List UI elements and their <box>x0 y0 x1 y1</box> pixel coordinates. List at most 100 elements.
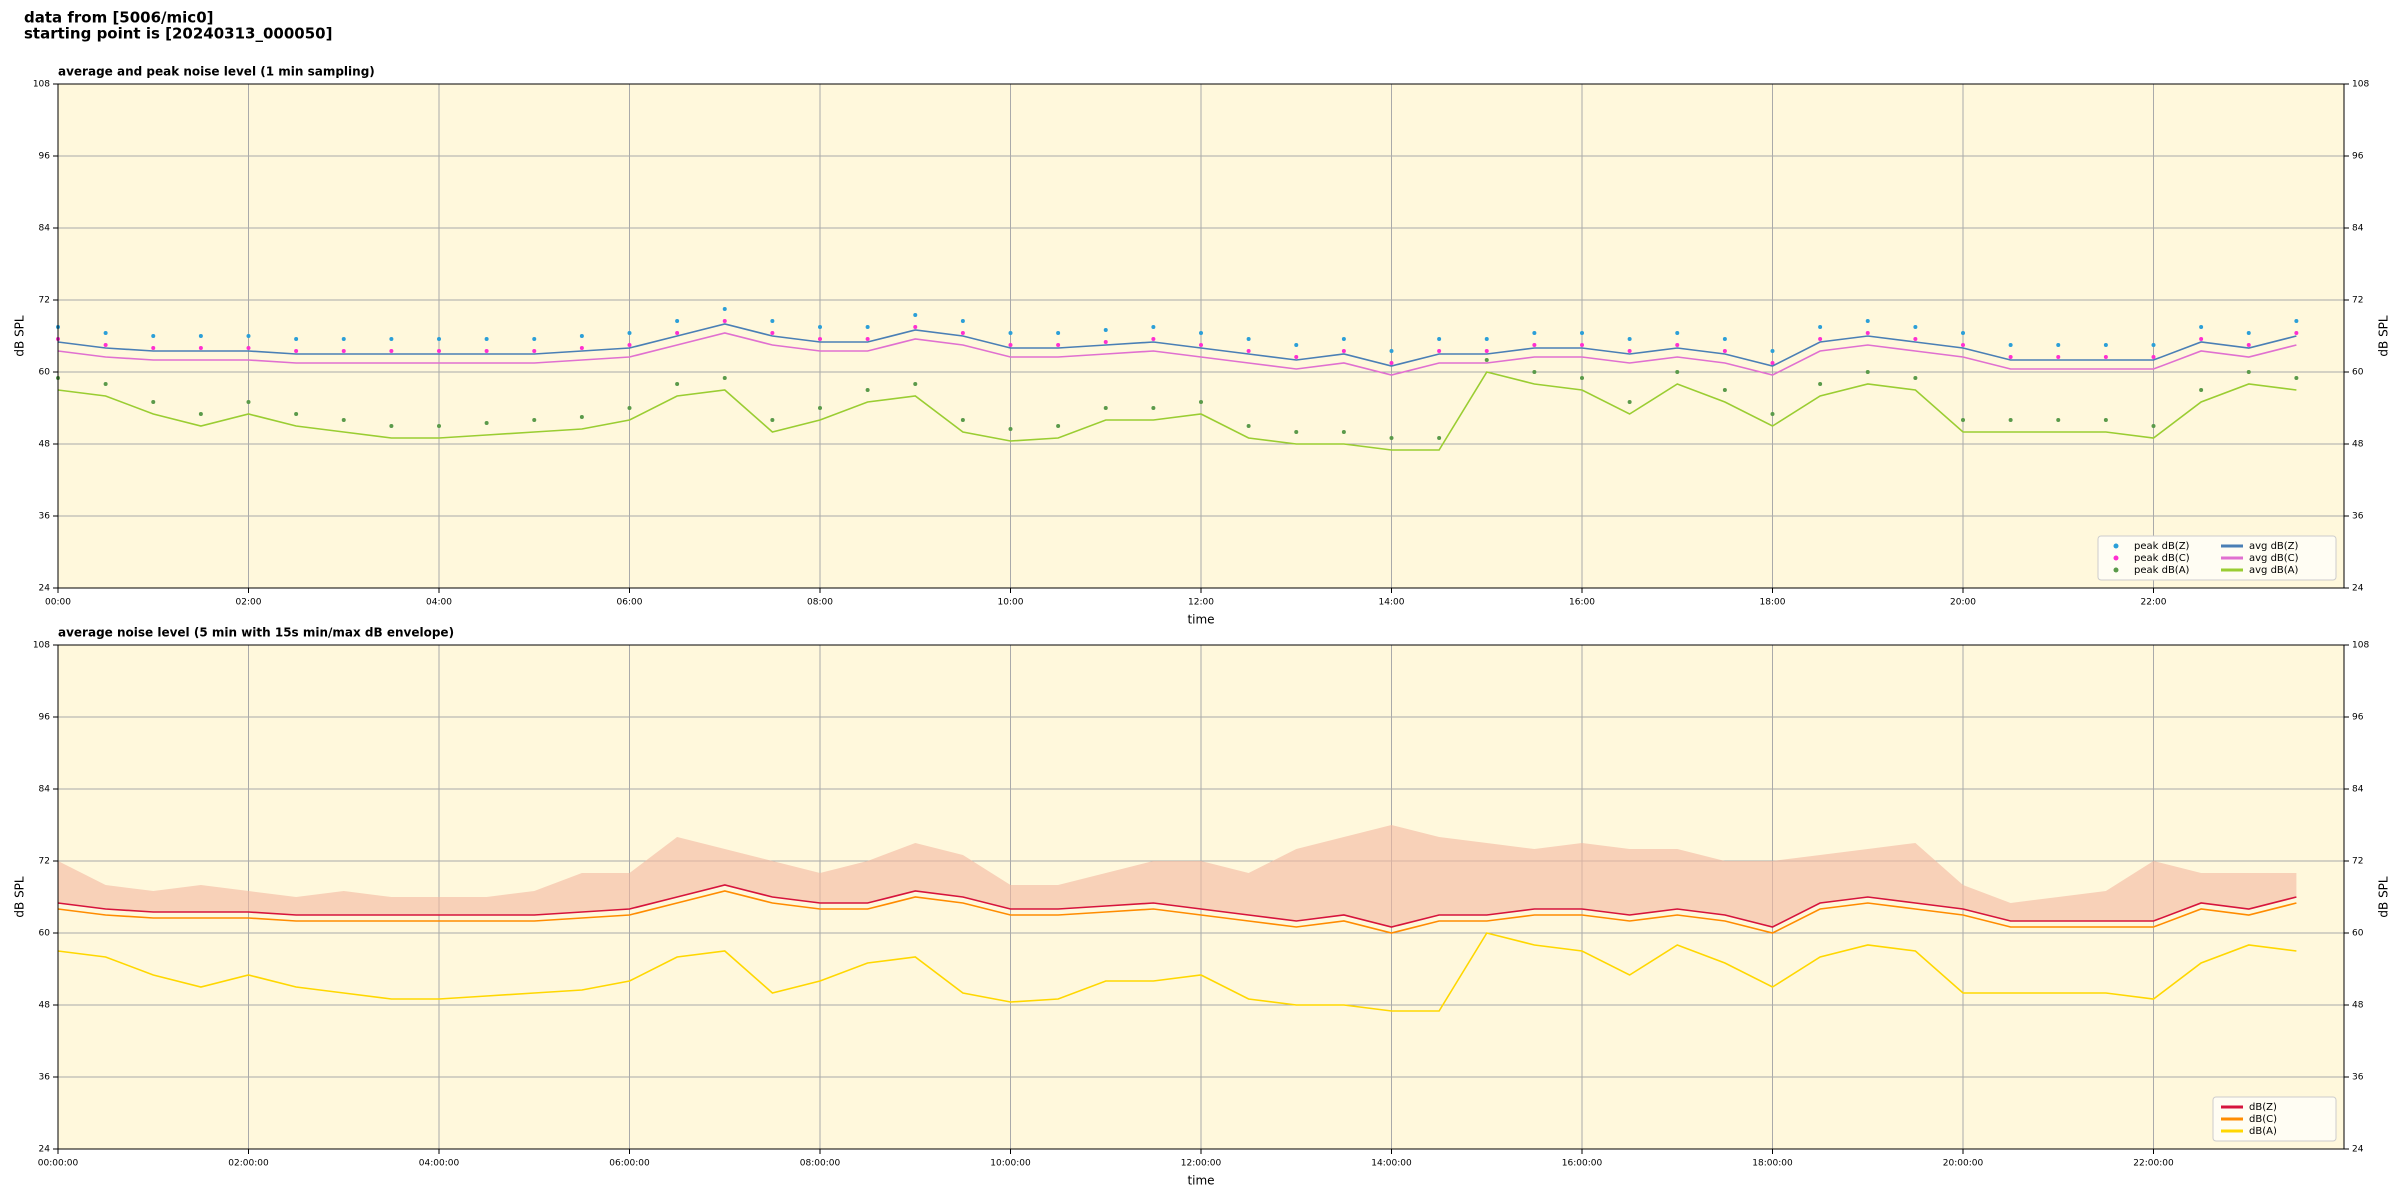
peak-point <box>1627 337 1632 341</box>
peak-point <box>294 412 299 416</box>
peak-point <box>1437 436 1442 440</box>
peak-point <box>579 415 584 419</box>
y-tick-label: 96 <box>39 152 51 162</box>
peak-point <box>1961 331 1965 335</box>
plot-frame <box>57 83 2345 589</box>
peak-point <box>1341 337 1346 341</box>
peak-point <box>1484 349 1489 353</box>
peak-point <box>1151 406 1156 410</box>
y-tick-label: 48 <box>39 1001 51 1011</box>
x-tick-label: 20:00:00 <box>1943 1159 1984 1169</box>
peak-point <box>1913 337 1918 341</box>
peak-point <box>484 349 489 353</box>
y-tick-label: 24 <box>39 1145 51 1155</box>
x-tick-label: 04:00 <box>426 598 452 608</box>
peak-point <box>2103 418 2108 422</box>
peak-point <box>1151 325 1156 329</box>
peak-point <box>675 382 680 386</box>
y2-tick-label: 96 <box>2352 713 2364 723</box>
peak-point <box>1770 412 1775 416</box>
x-tick-label: 02:00:00 <box>228 1159 269 1169</box>
legend-label: dB(C) <box>2249 1114 2277 1125</box>
peak-point <box>818 325 822 329</box>
peak-point <box>2151 343 2156 347</box>
peak-point <box>1961 418 1965 422</box>
y-axis-label: dB SPL <box>13 876 27 918</box>
peak-point <box>1865 319 1870 323</box>
header-line: starting point is [20240313_000050] <box>24 25 332 43</box>
peak-point <box>389 337 394 341</box>
y2-tick-label: 108 <box>2352 80 2369 90</box>
peak-point <box>675 319 680 323</box>
peak-point <box>103 331 108 335</box>
x-tick-label: 14:00:00 <box>1371 1159 1412 1169</box>
legend-label: dB(A) <box>2249 1126 2277 1137</box>
y-tick-label: 84 <box>39 785 51 795</box>
peak-point <box>1580 376 1584 380</box>
y-tick-label: 108 <box>33 80 50 90</box>
peak-point <box>2246 343 2251 347</box>
peak-point <box>627 343 632 347</box>
y2-tick-label: 48 <box>2352 1001 2364 1011</box>
y2-tick-label: 36 <box>2352 1073 2364 1083</box>
x-tick-label: 10:00:00 <box>990 1159 1031 1169</box>
peak-point <box>1865 370 1870 374</box>
y2-tick-label: 84 <box>2352 785 2364 795</box>
peak-point <box>1532 343 1537 347</box>
peak-point <box>1580 331 1584 335</box>
legend-box <box>2212 1096 2337 1142</box>
peak-point <box>1627 349 1632 353</box>
peak-point <box>1818 337 1823 341</box>
peak-point <box>1675 370 1680 374</box>
y2-tick-label: 96 <box>2352 152 2364 162</box>
peak-point <box>2056 343 2061 347</box>
header-line: data from [5006/mic0] <box>24 9 214 27</box>
peak-point <box>1056 343 1061 347</box>
peak-point <box>2056 355 2061 359</box>
legend-label: avg dB(A) <box>2249 565 2299 576</box>
x-tick-label: 06:00:00 <box>609 1159 650 1169</box>
peak-point <box>1199 343 1203 347</box>
peak-point <box>1008 343 1013 347</box>
peak-point <box>1770 361 1775 365</box>
peak-point <box>1056 424 1061 428</box>
peak-point <box>1675 331 1680 335</box>
y2-axis-label: dB SPL <box>2377 876 2391 918</box>
peak-point <box>2199 325 2204 329</box>
peak-point <box>103 382 108 386</box>
x-tick-label: 08:00:00 <box>800 1159 841 1169</box>
plot-frame <box>57 644 2345 1150</box>
x-tick-label: 00:00:00 <box>38 1159 79 1169</box>
x-tick-label: 06:00 <box>617 598 643 608</box>
y2-tick-label: 24 <box>2352 1145 2364 1155</box>
peak-point <box>960 331 965 335</box>
peak-point <box>1294 355 1299 359</box>
x-tick-label: 22:00 <box>2141 598 2167 608</box>
series-line <box>57 323 2297 367</box>
peak-point <box>675 331 680 335</box>
peak-point <box>1722 388 1727 392</box>
legend-label: avg dB(Z) <box>2249 541 2299 552</box>
peak-point <box>1532 331 1537 335</box>
peak-point <box>960 319 965 323</box>
y2-tick-label: 60 <box>2352 368 2364 378</box>
peak-point <box>484 421 489 425</box>
peak-point <box>389 424 394 428</box>
y2-tick-label: 36 <box>2352 512 2364 522</box>
x-tick-label: 12:00 <box>1188 598 1214 608</box>
peak-point <box>1389 436 1394 440</box>
peak-point <box>532 337 537 341</box>
peak-point <box>484 337 489 341</box>
x-axis-label: time <box>1187 1174 1214 1188</box>
peak-point <box>1151 337 1156 341</box>
peak-point <box>722 319 727 323</box>
x-tick-label: 04:00:00 <box>419 1159 460 1169</box>
peak-point <box>2294 319 2299 323</box>
series-line <box>57 332 2297 376</box>
peak-point <box>1770 349 1775 353</box>
peak-point <box>1294 430 1299 434</box>
peak-point <box>198 412 203 416</box>
peak-point <box>1437 349 1442 353</box>
peak-point <box>865 388 870 392</box>
